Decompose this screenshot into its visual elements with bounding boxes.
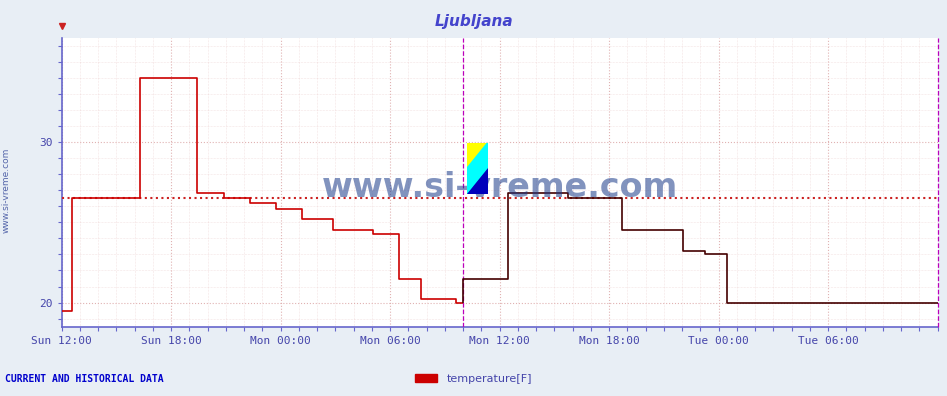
Legend: temperature[F]: temperature[F]	[411, 369, 536, 388]
Text: www.si-vreme.com: www.si-vreme.com	[321, 171, 678, 204]
Polygon shape	[467, 168, 488, 194]
Text: Ljubljana: Ljubljana	[434, 14, 513, 29]
Polygon shape	[467, 143, 488, 194]
Text: CURRENT AND HISTORICAL DATA: CURRENT AND HISTORICAL DATA	[5, 374, 164, 384]
Text: www.si-vreme.com: www.si-vreme.com	[1, 147, 10, 233]
Polygon shape	[467, 143, 488, 168]
